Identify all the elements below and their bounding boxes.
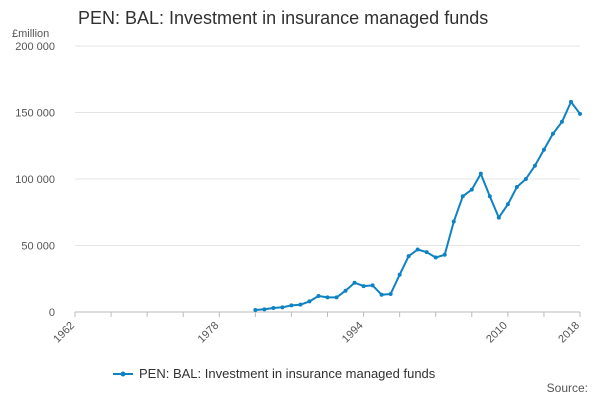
data-point <box>442 252 447 257</box>
x-axis-ticks: 1962 1978 1994 2010 2018 <box>51 320 582 346</box>
data-point <box>325 295 330 300</box>
data-point <box>541 147 546 152</box>
series-layer <box>253 99 582 313</box>
x-tick-label: 2018 <box>556 320 582 346</box>
series-line <box>255 100 581 311</box>
data-point <box>334 295 339 300</box>
chart-title: PEN: BAL: Investment in insurance manage… <box>78 8 489 28</box>
x-axis <box>74 311 581 317</box>
y-tick-label: 150 000 <box>15 108 55 120</box>
data-point <box>478 171 483 176</box>
x-tick-label: 1978 <box>196 320 222 346</box>
x-tick-label: 2010 <box>484 320 510 346</box>
data-point <box>397 272 402 277</box>
data-point <box>487 194 492 199</box>
data-point <box>289 303 294 308</box>
data-point <box>433 255 438 260</box>
data-point <box>424 250 429 255</box>
y-tick-label: 50 000 <box>21 241 55 253</box>
data-point <box>280 305 285 310</box>
data-point <box>451 219 456 224</box>
data-point <box>415 247 420 252</box>
data-point <box>379 292 384 297</box>
data-point <box>361 284 366 289</box>
data-point <box>578 111 582 116</box>
data-point <box>298 302 303 307</box>
legend[interactable]: PEN: BAL: Investment in insurance manage… <box>113 366 436 381</box>
data-point <box>550 131 555 136</box>
data-point <box>460 194 465 199</box>
data-point <box>514 184 519 189</box>
data-point <box>505 202 510 207</box>
data-point <box>307 299 312 304</box>
y-tick-label: 0 <box>49 307 55 319</box>
y-tick-label: 100 000 <box>15 174 55 186</box>
x-tick-label: 1994 <box>340 320 366 346</box>
data-point <box>271 306 276 311</box>
x-tick-label: 1962 <box>51 320 77 346</box>
data-point <box>523 177 528 181</box>
y-axis-unit-label: £million <box>12 28 49 40</box>
data-point <box>469 187 474 192</box>
data-point <box>532 163 537 168</box>
data-point <box>568 99 573 104</box>
data-point <box>406 254 411 259</box>
legend-swatch-marker <box>120 371 126 377</box>
source-label: Source: <box>547 381 588 395</box>
y-tick-label: 200 000 <box>15 41 55 53</box>
y-axis-ticks: 0 50 000 100 000 150 000 200 000 <box>15 41 55 319</box>
gridlines <box>75 45 580 246</box>
data-point <box>370 283 375 288</box>
data-point <box>496 215 501 220</box>
data-point <box>253 308 258 313</box>
data-point <box>388 292 393 297</box>
data-point <box>262 307 267 312</box>
data-point <box>343 288 348 293</box>
legend-label: PEN: BAL: Investment in insurance manage… <box>139 366 436 381</box>
data-point <box>316 294 321 299</box>
data-point <box>559 119 564 124</box>
data-point <box>352 280 357 285</box>
